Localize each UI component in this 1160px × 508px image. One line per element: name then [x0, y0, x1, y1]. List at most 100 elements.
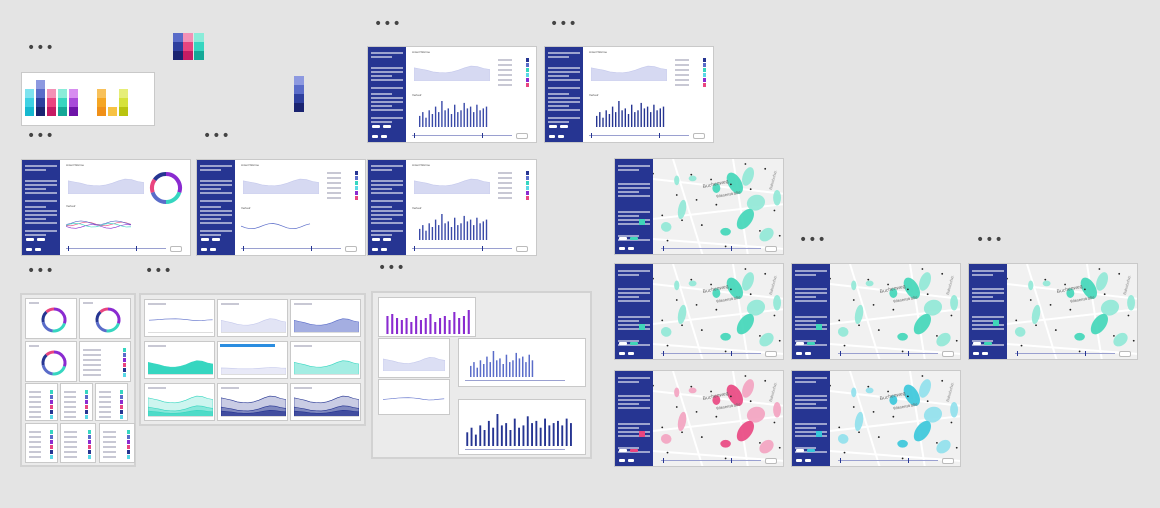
area-chart-card[interactable]: [144, 341, 215, 379]
area-chart-card[interactable]: [290, 299, 361, 337]
map-marker[interactable]: [838, 319, 841, 322]
heat-area[interactable]: [889, 288, 898, 298]
sidebar-toggle[interactable]: [807, 449, 815, 452]
heat-area[interactable]: [712, 395, 721, 405]
map-marker[interactable]: [926, 400, 929, 403]
legend-list-card[interactable]: [99, 423, 135, 463]
map-marker[interactable]: [700, 329, 703, 331]
area-chart-card[interactable]: [217, 383, 288, 421]
map-dashboard-frame[interactable]: Buchenweg Wiesenstraße Bahnhofstr.: [968, 263, 1138, 360]
map-marker[interactable]: [653, 277, 654, 280]
heat-area[interactable]: [723, 382, 746, 409]
slider-handle[interactable]: [840, 351, 841, 356]
sidebar-button[interactable]: [628, 459, 634, 462]
map-marker[interactable]: [906, 288, 909, 291]
heat-area[interactable]: [1087, 311, 1111, 338]
map-marker[interactable]: [695, 303, 698, 306]
map-marker[interactable]: [830, 384, 831, 387]
sidebar-toggle[interactable]: [372, 238, 380, 241]
heat-area[interactable]: [1094, 271, 1111, 293]
sidebar-button[interactable]: [372, 248, 378, 251]
map-marker[interactable]: [852, 406, 855, 408]
map-marker[interactable]: [724, 350, 727, 353]
heat-area[interactable]: [720, 227, 731, 236]
heat-area[interactable]: [674, 175, 680, 186]
map-marker[interactable]: [872, 303, 875, 306]
sidebar-button[interactable]: [26, 248, 32, 251]
map-marker[interactable]: [1069, 308, 1072, 311]
heat-area[interactable]: [851, 280, 857, 291]
layer-swatch[interactable]: [639, 219, 645, 225]
map-marker[interactable]: [710, 283, 712, 286]
sidebar-toggle[interactable]: [973, 342, 981, 345]
map-marker[interactable]: [764, 167, 767, 170]
sidebar-button[interactable]: [619, 352, 625, 355]
heat-area[interactable]: [851, 387, 857, 398]
sidebar-button[interactable]: [805, 352, 811, 355]
slider-handle[interactable]: [414, 133, 415, 138]
heat-area[interactable]: [1111, 330, 1131, 349]
heat-area[interactable]: [837, 433, 850, 445]
timeline-slider[interactable]: [838, 458, 954, 464]
heat-area[interactable]: [712, 183, 721, 193]
more-horizontal-icon[interactable]: •••: [203, 128, 231, 144]
heat-area[interactable]: [1074, 332, 1085, 341]
more-horizontal-icon[interactable]: •••: [799, 232, 827, 248]
map-marker[interactable]: [1049, 303, 1052, 306]
map-marker[interactable]: [661, 426, 664, 429]
slider-handle[interactable]: [731, 458, 732, 463]
map-marker[interactable]: [1078, 350, 1081, 353]
heat-area[interactable]: [740, 166, 757, 188]
heat-area[interactable]: [745, 404, 768, 425]
heat-area[interactable]: [1030, 304, 1041, 325]
slider-track[interactable]: [465, 380, 565, 381]
legend-list-card[interactable]: [60, 423, 96, 463]
slider-handle[interactable]: [482, 133, 483, 138]
map-marker[interactable]: [1113, 335, 1115, 337]
slider-track[interactable]: [465, 449, 565, 450]
map-marker[interactable]: [867, 278, 870, 281]
heat-area[interactable]: [897, 439, 908, 448]
map-marker[interactable]: [715, 308, 718, 311]
heat-area[interactable]: [723, 275, 746, 302]
map-marker[interactable]: [715, 415, 718, 418]
map-dashboard-frame[interactable]: Buchenweg Wiesenstraße Bahnhofstr.: [614, 263, 784, 360]
sidebar-toggle[interactable]: [619, 449, 627, 452]
sidebar-button[interactable]: [619, 247, 625, 250]
sidebar-button[interactable]: [796, 352, 802, 355]
heat-area[interactable]: [720, 332, 731, 341]
slider-handle[interactable]: [243, 246, 244, 251]
area-chart-card[interactable]: [290, 341, 361, 379]
sidebar-button[interactable]: [201, 248, 207, 251]
map-marker[interactable]: [724, 245, 727, 248]
heat-area[interactable]: [1077, 275, 1100, 302]
play-button[interactable]: [345, 246, 357, 252]
sidebar-toggle[interactable]: [212, 238, 220, 241]
heat-area[interactable]: [1066, 288, 1075, 298]
sidebar-button[interactable]: [973, 352, 979, 355]
heat-area[interactable]: [733, 311, 757, 338]
map-marker[interactable]: [681, 431, 683, 434]
map-marker[interactable]: [778, 339, 781, 342]
heat-area[interactable]: [922, 404, 945, 425]
heat-area[interactable]: [853, 304, 864, 325]
map-marker[interactable]: [681, 324, 683, 327]
heat-area[interactable]: [889, 395, 898, 405]
map-marker[interactable]: [921, 268, 924, 270]
area-chart-card[interactable]: [290, 383, 361, 421]
map-marker[interactable]: [773, 421, 776, 424]
sidebar-button[interactable]: [619, 459, 625, 462]
sidebar-toggle[interactable]: [796, 342, 804, 345]
map-marker[interactable]: [675, 406, 678, 408]
map-marker[interactable]: [858, 324, 860, 327]
sidebar-button[interactable]: [982, 352, 988, 355]
heat-area[interactable]: [740, 271, 757, 293]
map-marker[interactable]: [901, 350, 904, 353]
map-marker[interactable]: [653, 172, 654, 175]
color-palette-card[interactable]: [21, 72, 155, 126]
layer-swatch[interactable]: [993, 320, 999, 326]
more-horizontal-icon[interactable]: •••: [976, 232, 1004, 248]
heat-area[interactable]: [688, 175, 697, 182]
